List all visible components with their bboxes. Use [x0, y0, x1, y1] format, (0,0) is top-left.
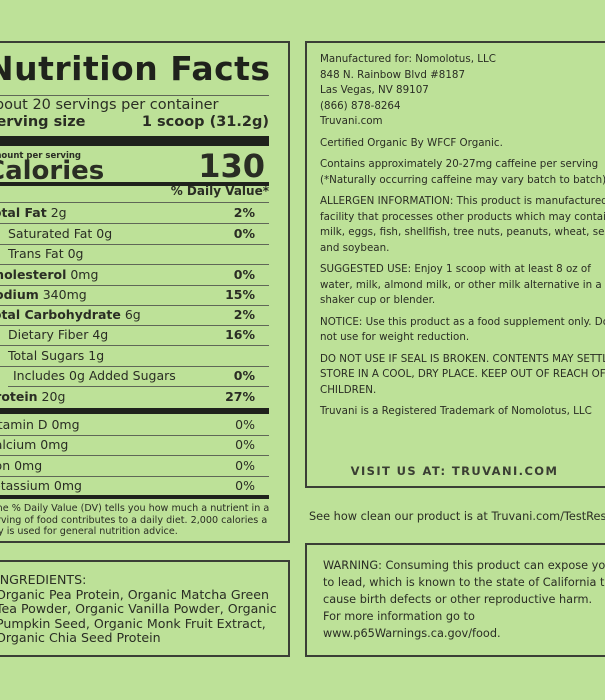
nutrient-row-saturated-fat: Saturated Fat 0g 0%: [0, 224, 269, 245]
prop65-warning-panel: WARNING: Consuming this product can expo…: [305, 543, 605, 657]
divider: [0, 95, 269, 96]
allergen-information: ALLERGEN INFORMATION: This product is ma…: [320, 195, 605, 254]
notice: NOTICE: Use this product as a food suppl…: [320, 315, 605, 344]
calories-value: 130: [198, 147, 265, 185]
nutrient-row-total-carbohydrate: Total Carbohydrate 6g 2%: [0, 305, 269, 326]
vitamin-row-vitamin-d: Vitamin D 0mg 0%: [0, 415, 269, 436]
daily-value-footnote: *The % Daily Value (DV) tells you how mu…: [0, 503, 270, 537]
ingredients-panel: INGREDIENTS: Organic Pea Protein, Organi…: [0, 560, 290, 657]
serving-size-value: 1 scoop (31.2g): [141, 114, 269, 130]
vitamin-row-calcium: Calcium 0mg 0%: [0, 435, 269, 456]
warning-text: WARNING: Consuming this product can expo…: [323, 559, 605, 640]
nutrient-row-cholesterol: Cholesterol 0mg 0%: [0, 265, 269, 286]
nutrient-row-dietary-fiber: Dietary Fiber 4g 16%: [0, 325, 269, 346]
certified-organic: Certified Organic By WFCF Organic.: [320, 136, 503, 149]
product-info-panel: Manufactured for: Nomolotus, LLC 848 N. …: [305, 41, 605, 488]
vitamin-row-potassium: Potassium 0mg 0%: [0, 478, 255, 493]
nutrient-row-protein: Protein 20g 27%: [0, 389, 255, 404]
trademark-notice: Truvani is a Registered Trademark of Nom…: [320, 405, 592, 417]
divider-thick: [0, 408, 269, 414]
daily-value-header: % Daily Value*: [170, 184, 269, 198]
divider-medium: [0, 495, 269, 499]
divider: [0, 202, 269, 203]
serving-size-label: Serving size: [0, 114, 86, 130]
amount-per-serving: Amount per serving: [0, 151, 82, 161]
seal-warning: DO NOT USE IF SEAL IS BROKEN. CONTENTS M…: [320, 352, 605, 396]
suggested-use: SUGGESTED USE: Enjoy 1 scoop with at lea…: [320, 263, 602, 306]
nutrient-row-trans-fat: Trans Fat 0g: [0, 244, 269, 265]
visit-website: VISIT US AT: TRUVANI.COM: [350, 464, 559, 478]
nutrition-facts-title: Nutrition Facts: [0, 49, 271, 88]
divider-medium: [0, 182, 269, 186]
manufacturer-block: Manufactured for: Nomolotus, LLC 848 N. …: [320, 53, 496, 127]
nutrient-row-total-sugars: Total Sugars 1g: [0, 346, 269, 367]
nutrient-row-sodium: Sodium 340mg 15%: [0, 285, 269, 306]
vitamin-row-iron: Iron 0mg 0%: [0, 456, 269, 477]
nutrient-row-total-fat: Total Fat 2g 2%: [0, 203, 269, 224]
divider-thick: [0, 136, 269, 146]
nutrient-row-added-sugars: Includes 0g Added Sugars 0%: [8, 366, 269, 387]
servings-per-container: about 20 servings per container: [0, 97, 219, 113]
ingredients-text: INGREDIENTS: Organic Pea Protein, Organi…: [0, 572, 277, 645]
caffeine-note: Contains approximately 20-27mg caffeine …: [320, 158, 605, 186]
test-results-note: See how clean our product is at Truvani.…: [309, 510, 605, 523]
nutrition-facts-panel: Nutrition Facts about 20 servings per co…: [0, 41, 290, 543]
calories-label: Calories: [0, 156, 105, 186]
